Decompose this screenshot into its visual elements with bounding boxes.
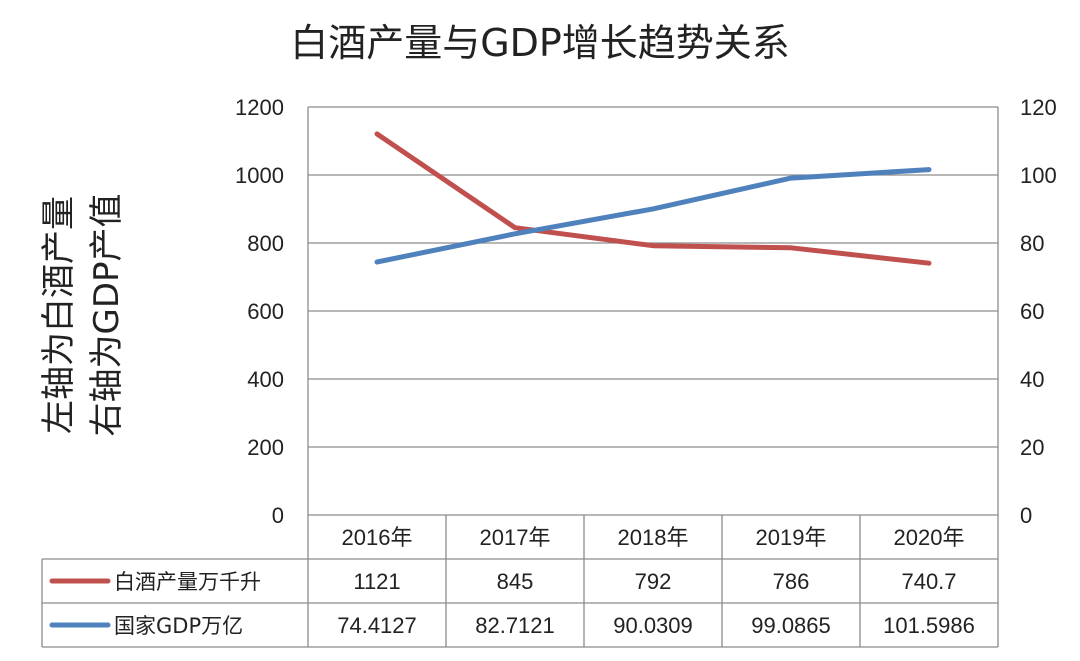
x-tick-label: 2018年 [618,525,689,550]
y-tick-label-right: 60 [1020,299,1044,324]
data-label: 74.4127 [337,613,417,638]
y-tick-label-right: 80 [1020,231,1044,256]
y-axis-label-right: 右轴为GDP产值 [87,193,127,436]
data-label: 1121 [353,569,400,594]
x-tick-label: 2017年 [480,525,551,550]
series-line [374,167,932,265]
y-tick-label-right: 0 [1020,503,1032,528]
y-tick-label-left: 800 [247,231,284,256]
data-label: 99.0865 [751,613,831,638]
y-axis-label-left: 左轴为白酒产量 [39,196,79,434]
axis-ticks: 0 200 400 600 800 1000 1200 0 20 40 60 80 100 120 [235,95,1057,528]
y-tick-label-right: 40 [1020,367,1044,392]
x-tick-label: 2020年 [894,525,965,550]
y-tick-label-left: 600 [247,299,284,324]
legend-label: 国家GDP万亿 [114,614,243,638]
data-label: 82.7121 [475,613,555,638]
y-tick-label-left: 1200 [235,95,284,120]
y-tick-label-left: 400 [247,367,284,392]
series-line [374,131,932,266]
y-tick-label-left: 1000 [235,163,284,188]
y-tick-label-right: 100 [1020,163,1057,188]
data-label: 101.5986 [883,613,975,638]
chart-title: 白酒产量与GDP增长趋势关系 [290,21,790,65]
data-label: 792 [635,569,672,594]
x-tick-label: 2019年 [756,525,827,550]
data-label: 845 [497,569,534,594]
legend-label: 白酒产量万千升 [114,570,261,594]
y-tick-label-right: 20 [1020,435,1044,460]
data-label: 786 [773,569,810,594]
gridlines [307,106,999,516]
series-lines [374,131,932,266]
data-label: 90.0309 [613,613,693,638]
data-label: 740.7 [901,569,956,594]
y-tick-label-left: 0 [272,503,284,528]
y-tick-label-right: 120 [1020,95,1057,120]
x-tick-label: 2016年 [342,525,413,550]
y-tick-label-left: 200 [247,435,284,460]
